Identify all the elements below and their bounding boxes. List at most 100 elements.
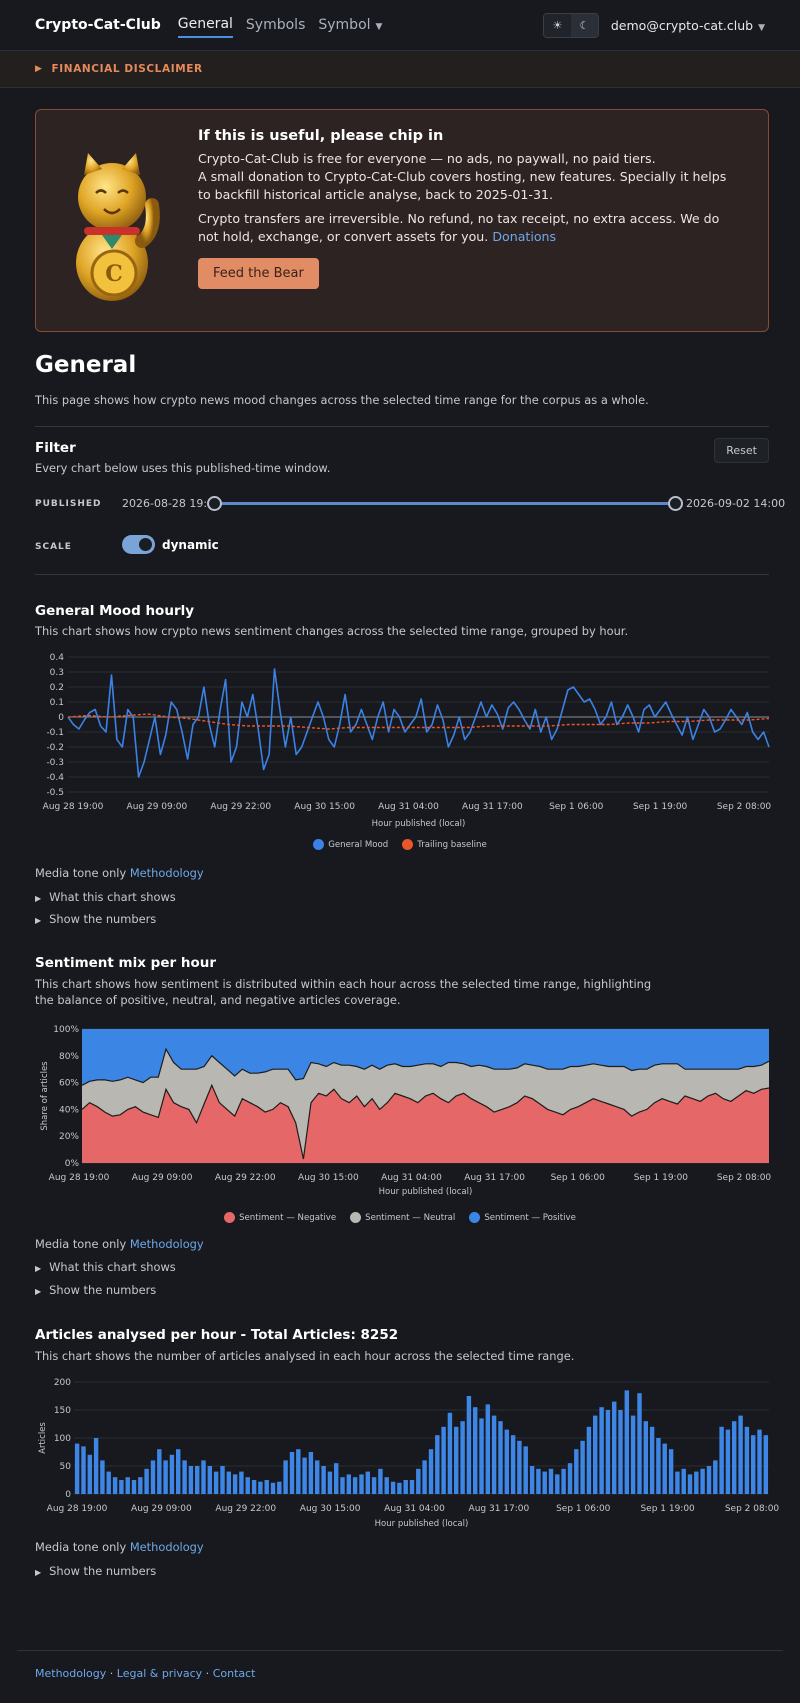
bar [435,1435,440,1494]
legend-item-neutral[interactable]: Sentiment — Neutral [350,1212,455,1223]
bar [643,1421,649,1494]
legend-item-trailing-baseline[interactable]: Trailing baseline [402,839,487,850]
toggle-knob [139,538,152,551]
user-email: demo@crypto-cat.club [610,17,754,33]
published-range-slider[interactable] [215,502,675,505]
bar [687,1474,693,1494]
chart1-what-shows-toggle[interactable]: ▶ What this chart shows [35,890,176,904]
y-tick-label: 0 [58,713,64,723]
bar [561,1468,566,1494]
donation-warning-text: Crypto transfers are irreversible. No re… [198,211,720,244]
x-tick-label: Aug 29 09:00 [132,1173,193,1183]
published-end: 2026-09-02 14:00 [686,497,786,510]
y-axis-title: Articles [38,1422,48,1454]
x-tick-label: Aug 29 22:00 [210,802,271,812]
y-tick-label: 0.1 [50,698,64,708]
filter-desc: Every chart below uses this published-ti… [35,461,331,475]
nav-link-general[interactable]: General [177,12,233,38]
bar [327,1471,333,1494]
footer-sep: · [202,1667,213,1680]
bar [106,1471,111,1494]
lucky-cat-icon: C [76,153,160,301]
bar [226,1471,232,1494]
bar [150,1460,156,1494]
financial-disclaimer-toggle[interactable]: ▶ FINANCIAL DISCLAIMER [0,51,800,88]
reset-button[interactable]: Reset [714,438,769,463]
scale-toggle[interactable] [122,535,155,554]
sun-icon[interactable]: ☀ [543,13,571,37]
bar [738,1415,743,1494]
bar [454,1426,459,1494]
bar [574,1449,579,1494]
bar [460,1421,465,1494]
legend-item-negative[interactable]: Sentiment — Negative [224,1212,336,1223]
bar [593,1415,598,1494]
bar [681,1468,686,1494]
negative-boundary [81,1083,770,1160]
x-tick-label: Aug 31 17:00 [469,1504,530,1514]
bar [416,1468,421,1494]
show-numbers-label: Show the numbers [49,1564,157,1578]
chart2-what-shows-toggle[interactable]: ▶ What this chart shows [35,1260,176,1274]
bar [201,1460,206,1494]
range-end-handle[interactable] [668,496,683,511]
bar [87,1454,93,1494]
bar [700,1468,705,1494]
bar [232,1474,238,1494]
feed-the-bear-button[interactable]: Feed the Bear [198,258,319,289]
moon-icon[interactable]: ☾ [570,13,598,37]
bar [732,1421,737,1494]
bar [510,1435,516,1494]
donations-link[interactable]: Donations [492,229,557,244]
footer-methodology-link[interactable]: Methodology [35,1667,107,1680]
chart2-desc: This chart shows how sentiment is distri… [35,976,651,1008]
legend-label: Sentiment — Negative [239,1212,337,1223]
bar [144,1468,149,1494]
bar [637,1393,642,1494]
bar [397,1482,402,1494]
bar [207,1466,213,1494]
bar [112,1477,118,1494]
y-tick-label: 40% [59,1105,79,1115]
bar [195,1466,200,1494]
footer: Methodology · Legal & privacy · Contact [35,1667,255,1680]
series-general-mood [67,668,770,778]
chart2-show-numbers-toggle[interactable]: ▶ Show the numbers [35,1283,156,1297]
bar [479,1418,484,1494]
chart2-desc-line2: the balance of positive, neutral, and ne… [35,993,401,1007]
bar [74,1443,80,1494]
bar [308,1452,314,1494]
range-start-handle[interactable] [207,496,222,511]
legend-item-general-mood[interactable]: General Mood [313,839,388,850]
bar [138,1477,143,1494]
methodology-link[interactable]: Methodology [129,866,204,880]
methodology-link[interactable]: Methodology [129,1540,204,1554]
x-tick-label: Aug 28 19:00 [47,1504,108,1514]
bar [612,1401,617,1494]
nav-link-symbol-dropdown[interactable]: Symbol ▼ [318,13,382,37]
brand-logo[interactable]: Crypto-Cat-Club [35,17,161,33]
legend-item-positive[interactable]: Sentiment — Positive [469,1212,576,1223]
bar [586,1426,592,1494]
y-tick-label: -0.3 [46,758,64,768]
triangle-right-icon: ▶ [35,64,43,74]
bar [719,1426,724,1494]
chevron-down-icon: ▼ [758,22,765,33]
user-menu[interactable]: demo@crypto-cat.club ▼ [611,18,765,33]
chart3-show-numbers-toggle[interactable]: ▶ Show the numbers [35,1564,156,1578]
bar [390,1481,396,1494]
bar [251,1480,257,1494]
x-tick-label: Sep 1 06:00 [551,1173,606,1183]
footer-legal-link[interactable]: Legal & privacy [116,1667,203,1680]
x-tick-label: Aug 30 15:00 [294,802,355,812]
footer-contact-link[interactable]: Contact [212,1667,256,1680]
chart1-show-numbers-toggle[interactable]: ▶ Show the numbers [35,912,156,926]
nav-link-symbols[interactable]: Symbols [245,17,306,33]
y-tick-label: -0.1 [46,728,64,738]
y-tick-label: -0.4 [46,773,64,783]
bar [725,1429,731,1494]
methodology-link[interactable]: Methodology [129,1237,204,1251]
legend-swatch [350,1212,362,1223]
bar [188,1466,194,1494]
nav-link-symbol-label: Symbol [318,17,371,33]
